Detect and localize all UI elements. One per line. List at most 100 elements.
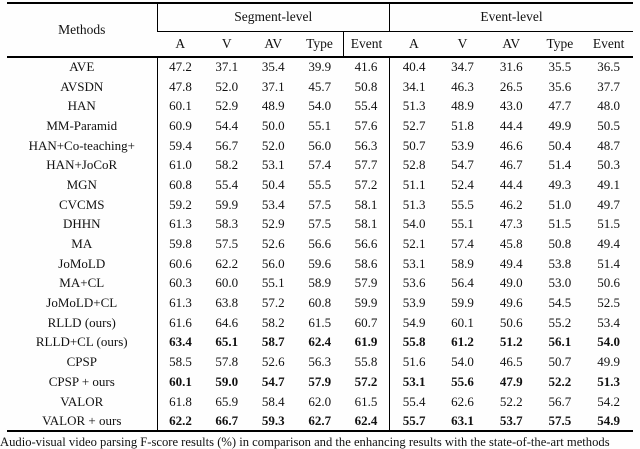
score-cell: 46.3: [451, 78, 474, 94]
score-cell: 51.4: [597, 255, 620, 271]
score-cell: 54.2: [597, 393, 620, 409]
score-cell: 44.4: [499, 176, 523, 192]
score-cell: 61.6: [156, 312, 204, 333]
score-cell: 52.7: [389, 116, 439, 136]
table-row: VALOR + ours 62.2 66.7 59.3 62.7 62.4 55.7 63.…: [7, 411, 633, 432]
score-cell: 56.7: [548, 393, 572, 409]
score-cell: 59.0: [215, 373, 239, 389]
score-cell: 57.9: [308, 373, 332, 389]
score-cell: 52.0: [261, 137, 285, 153]
score-cell: 52.6: [261, 354, 285, 370]
score-cell: 55.6: [451, 373, 474, 389]
score-cell: 56.6: [308, 236, 332, 252]
method-name: DHHN: [62, 216, 101, 232]
score-cell: 49.3: [548, 176, 572, 192]
score-cell: 55.1: [261, 275, 285, 291]
score-cell: 55.8: [389, 332, 439, 353]
score-cell: 59.9: [451, 295, 474, 311]
score-cell: 57.7: [354, 157, 378, 173]
score-cell: 50.6: [499, 314, 523, 330]
score-cell: 58.6: [354, 255, 378, 271]
group-header-row: Methods Segment-level Event-level: [7, 3, 633, 58]
score-cell: 45.7: [308, 78, 332, 94]
score-cell: 54.0: [389, 214, 439, 235]
score-cell: 65.1: [215, 334, 239, 350]
score-cell: 49.4: [499, 255, 523, 271]
score-cell: 62.6: [451, 393, 474, 409]
score-cell: 56.3: [354, 137, 378, 153]
score-cell: 60.3: [156, 273, 204, 294]
score-cell: 59.8: [156, 234, 204, 254]
score-cell: 26.5: [499, 78, 523, 94]
score-cell: 49.9: [548, 117, 572, 133]
subheader-row: A V AV Type Event A V AV Type: [7, 31, 633, 58]
score-cell: 49.4: [597, 236, 620, 252]
score-cell: 60.8: [156, 175, 204, 195]
score-cell: 60.7: [354, 314, 378, 330]
score-cell: 55.1: [451, 216, 474, 232]
score-cell: 56.0: [308, 137, 332, 153]
table-row: VALOR 61.8 65.9 58.4 62.0 61.5 55.4 62.6 52.2 56…: [7, 391, 633, 412]
score-cell: 53.4: [597, 314, 620, 330]
score-cell: 41.6: [354, 59, 378, 75]
score-cell: 54.5: [548, 295, 572, 311]
score-cell: 58.2: [261, 314, 285, 330]
method-name: VALOR + ours: [42, 412, 122, 428]
table-row: AVE 47.2 37.1 35.4 39.9 41.6 40.4 34.7 31.6 35.5…: [7, 57, 633, 77]
method-name: HAN+Co-teaching+: [28, 137, 135, 153]
metric-column-header: V: [203, 31, 250, 58]
score-cell: 63.4: [156, 332, 204, 353]
method-name: CPSP + ours: [48, 373, 115, 389]
score-cell: 47.3: [499, 216, 523, 232]
score-cell: 57.6: [354, 117, 378, 133]
score-cell: 50.4: [548, 137, 572, 153]
table-row: MM-Paramid 60.9 54.4 50.0 55.1 57.6 52.7 51.8 4…: [7, 116, 633, 136]
score-cell: 36.5: [597, 59, 620, 75]
score-cell: 37.7: [597, 78, 620, 94]
metric-column-header: AV: [250, 31, 297, 58]
score-cell: 57.2: [261, 295, 285, 311]
score-cell: 60.1: [156, 372, 204, 392]
table-header: Methods Segment-level Event-level A V AV…: [7, 3, 633, 58]
score-cell: 55.4: [354, 98, 378, 114]
metric-column-header: V: [438, 31, 487, 58]
table-row: MA+CL 60.3 60.0 55.1 58.9 57.9 53.6 56.4 49.0 53…: [7, 273, 633, 294]
score-cell: 50.7: [548, 354, 572, 370]
score-cell: 44.4: [499, 117, 523, 133]
score-cell: 57.5: [308, 196, 332, 212]
score-cell: 58.9: [451, 255, 474, 271]
score-cell: 51.8: [451, 117, 474, 133]
score-cell: 46.5: [499, 354, 523, 370]
score-cell: 62.2: [215, 255, 239, 271]
table-row: MGN 60.8 55.4 50.4 55.5 57.2 51.1 52.4 44.4 49.3…: [7, 175, 633, 195]
score-cell: 61.5: [308, 314, 332, 330]
score-cell: 50.0: [261, 117, 285, 133]
score-cell: 50.8: [354, 78, 378, 94]
score-cell: 53.1: [389, 253, 439, 274]
score-cell: 58.1: [354, 196, 378, 212]
score-cell: 62.2: [156, 411, 204, 432]
metric-column-header: A: [157, 31, 204, 58]
method-name: AVE: [69, 59, 95, 75]
method-name: RLLD+CL (ours): [35, 334, 128, 350]
score-cell: 48.0: [597, 98, 620, 114]
table-row: CPSP + ours 60.1 59.0 54.7 57.9 57.2 53.1 55.6…: [7, 372, 633, 392]
score-cell: 57.8: [215, 354, 239, 370]
score-cell: 52.6: [261, 236, 285, 252]
table-row: HAN 60.1 52.9 48.9 54.0 55.4 51.3 48.9 43.0 47.7…: [7, 96, 633, 117]
event-level-group-header: Event-level: [389, 3, 633, 32]
score-cell: 56.0: [261, 255, 285, 271]
table-row: RLLD+CL (ours) 63.4 65.1 58.7 62.4 61.9 55.8 6…: [7, 332, 633, 353]
score-cell: 62.0: [308, 393, 332, 409]
score-cell: 56.7: [215, 137, 239, 153]
score-cell: 47.8: [156, 76, 204, 97]
method-name: AVSDN: [60, 78, 104, 94]
score-cell: 61.8: [156, 391, 204, 412]
score-cell: 55.4: [215, 176, 239, 192]
score-cell: 49.9: [597, 354, 620, 370]
score-cell: 50.4: [261, 176, 285, 192]
score-cell: 62.4: [308, 334, 332, 350]
score-cell: 54.9: [389, 312, 439, 333]
score-cell: 53.4: [261, 196, 285, 212]
